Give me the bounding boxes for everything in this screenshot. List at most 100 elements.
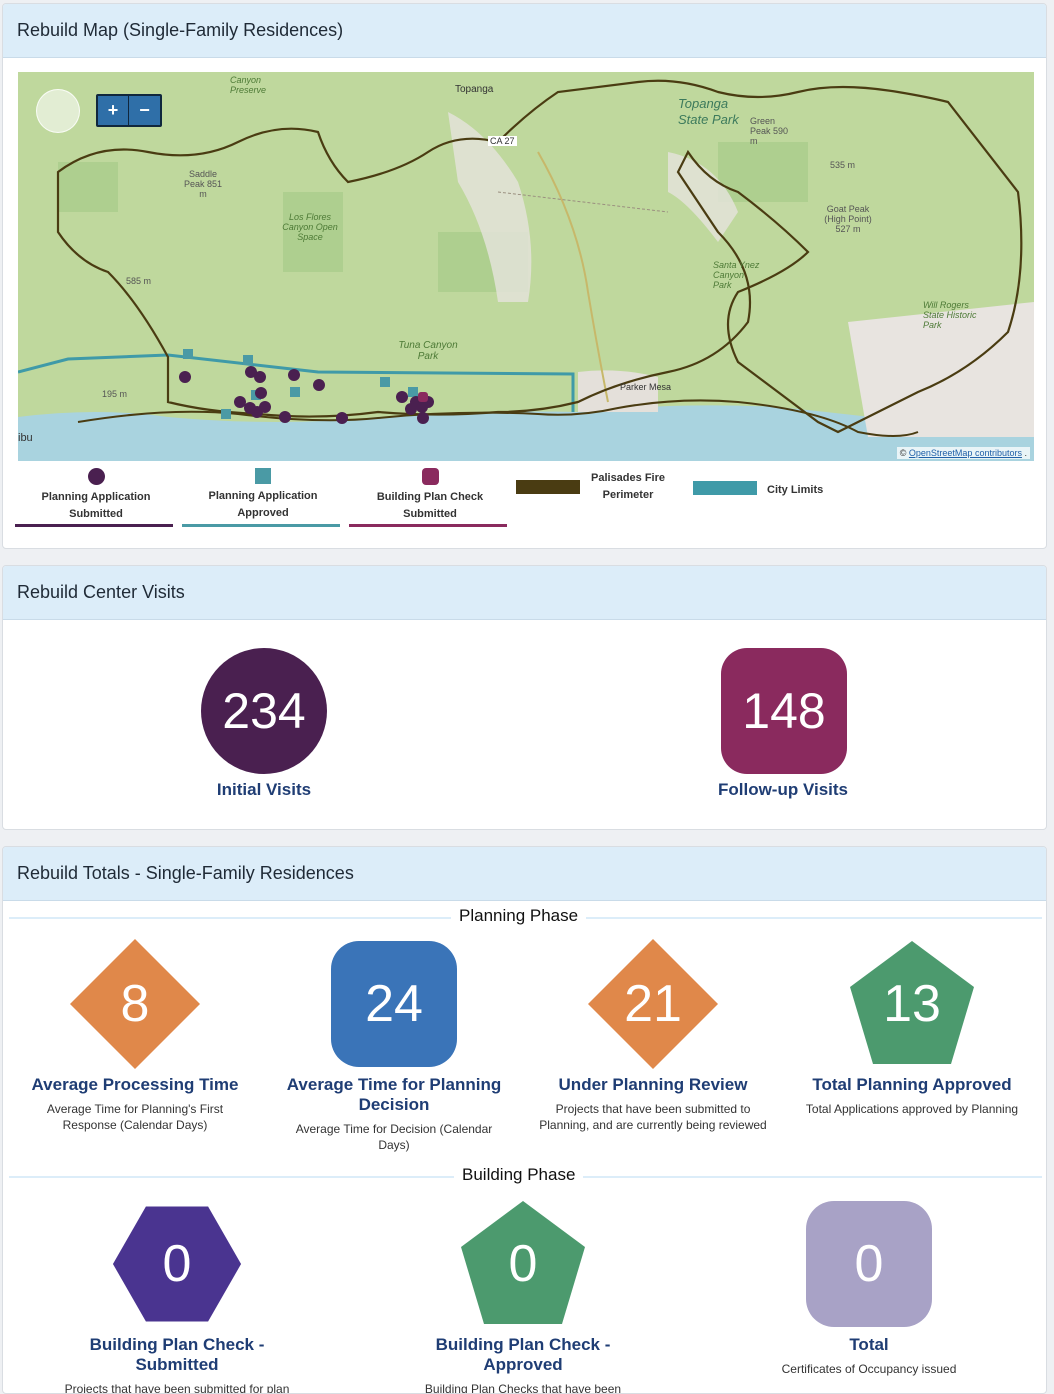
map-label-los-flores: Los Flores Canyon Open Space xyxy=(282,212,338,242)
metric-shape-icon xyxy=(850,941,974,1064)
rebuild-totals-panel: Rebuild Totals - Single-Family Residence… xyxy=(2,846,1047,1394)
hexagon-shape xyxy=(112,1206,242,1322)
legend-label: Palisades Fire Perimeter xyxy=(591,472,665,501)
metric-card: 0 Building Plan Check - Approved Building … xyxy=(398,1199,648,1393)
compass-control[interactable] xyxy=(36,89,80,133)
metric-shape-icon xyxy=(112,1206,242,1322)
attribution-link[interactable]: OpenStreetMap contributors xyxy=(908,448,1022,458)
initial-visits-badge: 234 xyxy=(201,648,327,774)
map-canvas[interactable]: + − Topanga Topanga State Park Tuna Cany… xyxy=(18,72,1034,461)
legend-underline-approved xyxy=(182,524,340,527)
metric-shape-icon xyxy=(461,1201,585,1324)
legend-label: Planning Application Submitted xyxy=(41,491,151,520)
legend-fire-perimeter[interactable]: Palisades Fire Perimeter xyxy=(516,470,686,504)
metric-badge: 0 xyxy=(112,1199,242,1329)
followup-visits-badge: 148 xyxy=(721,648,847,774)
map-label-will-rogers: Will Rogers State Historic Park xyxy=(923,300,977,330)
diamond-shape xyxy=(588,939,718,1069)
legend-label: City Limits xyxy=(767,484,824,496)
map-label-saddle-peak: Saddle Peak 851 m xyxy=(183,169,223,199)
metric-description: Average Time for Planning's First Respon… xyxy=(46,1102,224,1132)
metric-description: Certificates of Occupancy issued xyxy=(781,1362,957,1376)
legend-underline-submitted xyxy=(15,524,173,527)
square-marker-icon xyxy=(255,468,271,484)
legend-label: Building Plan Check Submitted xyxy=(376,491,484,520)
rounded-marker-icon xyxy=(421,468,439,485)
rebuild-map-panel: Rebuild Map (Single-Family Residences) xyxy=(2,3,1047,549)
metric-badge: 0 xyxy=(458,1199,588,1329)
metric-title: Average Time for Planning Decision xyxy=(286,1075,502,1114)
map-label-tuna-canyon: Tuna Canyon Park xyxy=(398,340,458,362)
metric-title: Building Plan Check - Approved xyxy=(435,1335,611,1374)
metric-value: 0 xyxy=(508,1235,538,1293)
map-label-535: 535 m xyxy=(830,160,856,170)
metric-card: 24 Average Time for Planning Decision Aver… xyxy=(269,939,519,1153)
rounded-shape xyxy=(331,941,457,1067)
building-phase-title: Building Phase xyxy=(454,1165,584,1185)
zoom-out-button[interactable]: − xyxy=(129,96,160,125)
metric-description: Projects that have been submitted for pl… xyxy=(64,1382,290,1394)
metric-description: Average Time for Decision (Calendar Days… xyxy=(295,1122,493,1152)
panel-header: Rebuild Totals - Single-Family Residence… xyxy=(3,847,1046,901)
metric-title: Under Planning Review xyxy=(558,1075,748,1094)
metric-shape-icon xyxy=(331,941,457,1067)
panel-header: Rebuild Center Visits xyxy=(3,566,1046,620)
metric-badge: 13 xyxy=(847,939,977,1069)
metric-shape-icon xyxy=(588,939,718,1069)
metric-value: 21 xyxy=(624,975,682,1033)
metric-title: Average Processing Time xyxy=(31,1075,239,1094)
legend-building-submitted[interactable]: Building Plan Check Submitted xyxy=(355,468,505,523)
metric-value: 13 xyxy=(883,975,941,1033)
metric-card: 8 Average Processing Time Average Time for… xyxy=(10,939,260,1133)
line-swatch-icon xyxy=(693,480,757,495)
panel-title: Rebuild Map (Single-Family Residences) xyxy=(17,20,344,40)
panel-header: Rebuild Map (Single-Family Residences) xyxy=(3,4,1046,58)
legend-label: Planning Application Approved xyxy=(208,490,318,519)
map-label-canyon-preserve: Canyon Preserve xyxy=(230,75,267,95)
diamond-shape xyxy=(70,939,200,1069)
pentagon-shape xyxy=(461,1201,585,1324)
metric-shape-icon xyxy=(806,1201,932,1327)
map-label-santa-ynez: Santa Ynez Canyon Park xyxy=(713,260,760,290)
map-label-topanga-state-park: Topanga State Park xyxy=(678,96,739,127)
metric-value: 0 xyxy=(162,1235,192,1293)
circle-marker-icon xyxy=(87,468,105,485)
attribution-suffix: . xyxy=(1024,448,1027,458)
metric-badge: 8 xyxy=(70,939,200,1069)
metric-description: Projects that have been submitted to Pla… xyxy=(539,1102,767,1132)
metric-card: 0 Building Plan Check - Submitted Projects… xyxy=(52,1199,302,1394)
map-label-parker: Parker Mesa xyxy=(620,382,672,392)
map-label-585: 585 m xyxy=(126,276,152,286)
rounded-shape xyxy=(806,1201,932,1327)
metric-title: Total Planning Approved xyxy=(812,1075,1012,1094)
legend-city-limits[interactable]: City Limits xyxy=(693,476,843,499)
legend-planning-approved[interactable]: Planning Application Approved xyxy=(188,468,338,522)
planning-phase-title: Planning Phase xyxy=(451,906,587,926)
metric-value: 0 xyxy=(854,1235,884,1293)
metric-value: 24 xyxy=(365,975,423,1033)
metric-card: 0 Total Certificates of Occupancy issued xyxy=(744,1199,994,1377)
map-label-topanga: Topanga xyxy=(455,84,494,95)
metric-value: 8 xyxy=(120,975,150,1033)
map-label-malibu: ibu xyxy=(18,432,33,444)
metric-card: 21 Under Planning Review Projects that hav… xyxy=(528,939,778,1133)
map-graphics xyxy=(18,79,1034,461)
copyright-icon: © xyxy=(899,448,907,458)
metric-shape-icon xyxy=(70,939,200,1069)
panel-title: Rebuild Totals - Single-Family Residence… xyxy=(17,863,354,883)
map-label-goat-peak: Goat Peak (High Point) 527 m xyxy=(824,204,872,234)
zoom-in-button[interactable]: + xyxy=(98,96,129,125)
rebuild-center-visits-panel: Rebuild Center Visits 234 Initial Visits… xyxy=(2,565,1047,830)
pentagon-shape xyxy=(850,941,974,1064)
initial-visits-label: Initial Visits xyxy=(216,780,312,799)
panel-title: Rebuild Center Visits xyxy=(17,582,185,602)
legend-planning-submitted[interactable]: Planning Application Submitted xyxy=(21,468,171,523)
metric-badge: 21 xyxy=(588,939,718,1069)
metric-card: 13 Total Planning Approved Total Applicati… xyxy=(787,939,1037,1117)
map-label-ca27: CA 27 xyxy=(488,136,517,146)
metric-title: Building Plan Check - Submitted xyxy=(89,1335,265,1374)
map-attribution: © OpenStreetMap contributors . xyxy=(896,447,1030,459)
legend-underline-building xyxy=(349,524,507,527)
map-label-green-peak: Green Peak 590 m xyxy=(750,116,789,146)
followup-visits-label: Follow-up Visits xyxy=(717,780,849,799)
